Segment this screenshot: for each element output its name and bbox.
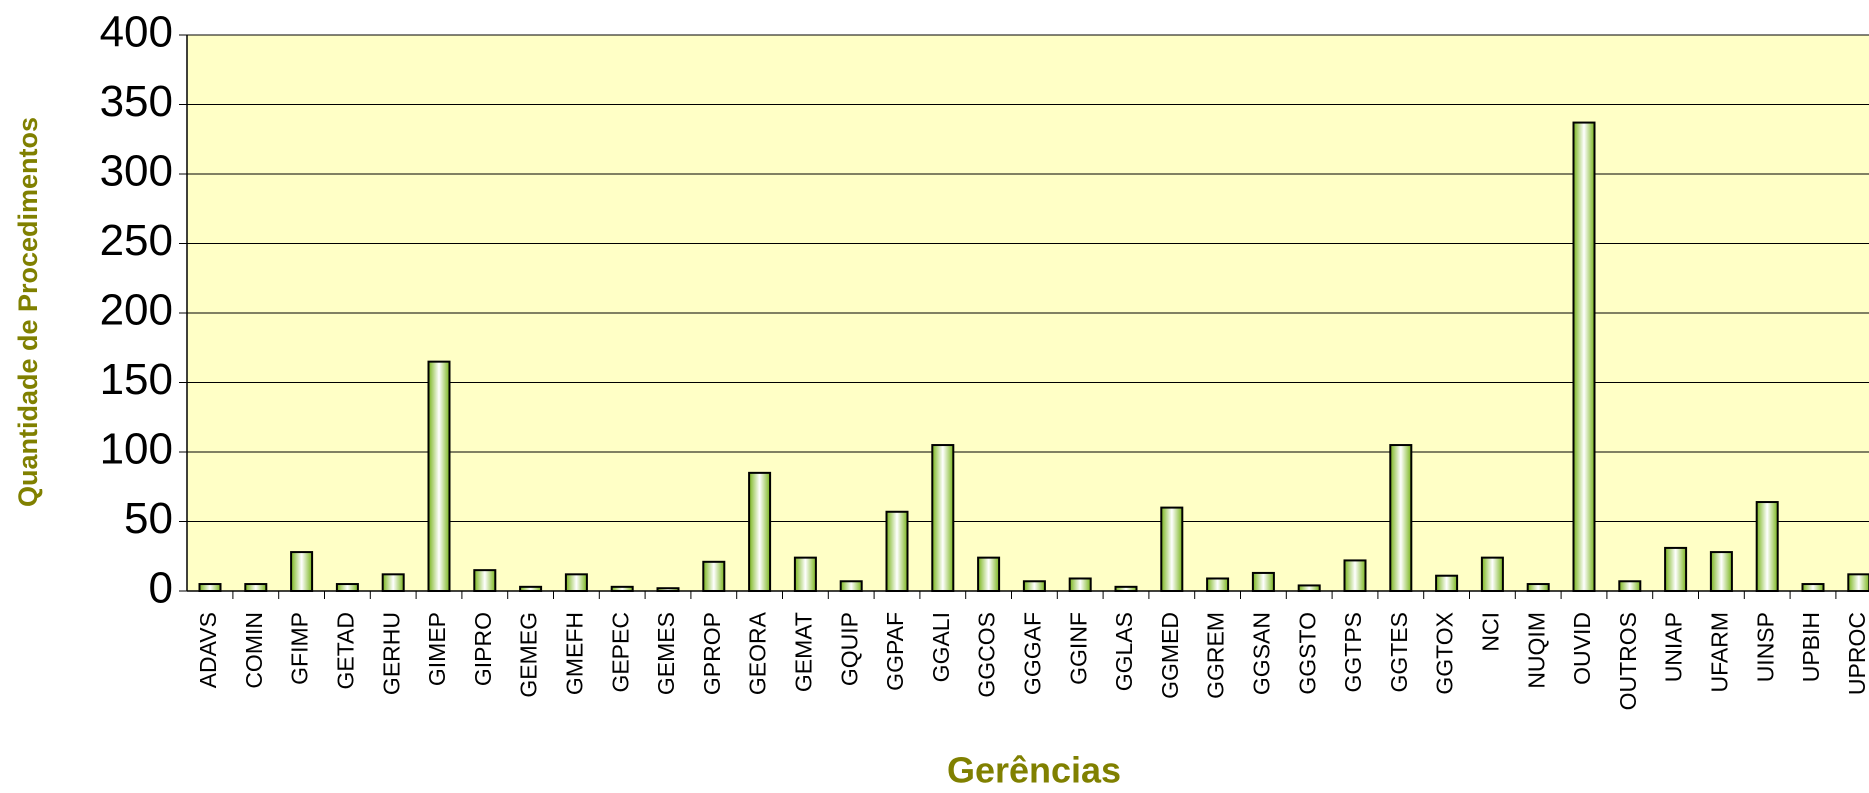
bar bbox=[1709, 551, 1733, 593]
x-tick-label: UFARM bbox=[1706, 612, 1732, 693]
bar bbox=[748, 471, 772, 593]
bar bbox=[381, 573, 405, 593]
x-tick-label: UPROC bbox=[1844, 612, 1869, 695]
bar bbox=[1251, 571, 1275, 592]
x-tick-label: GEMEG bbox=[516, 612, 542, 698]
y-tick-label: 200 bbox=[100, 286, 173, 335]
bar bbox=[1389, 444, 1413, 592]
bar bbox=[1068, 577, 1092, 592]
bar bbox=[1572, 121, 1596, 592]
y-tick-label: 400 bbox=[100, 8, 173, 57]
x-tick-label: OUTROS bbox=[1615, 612, 1641, 710]
x-tick-label: GGSAN bbox=[1248, 612, 1274, 695]
x-tick-label: GGTOX bbox=[1432, 612, 1458, 695]
x-tick-label: UNIAP bbox=[1661, 612, 1687, 682]
x-tick-label: UPBIH bbox=[1798, 612, 1824, 682]
x-tick-label: OUVID bbox=[1569, 612, 1595, 685]
x-tick-label: GGPAF bbox=[882, 612, 908, 691]
bar bbox=[564, 573, 588, 593]
bar bbox=[1664, 546, 1688, 592]
bar bbox=[885, 510, 909, 592]
bar bbox=[839, 580, 863, 593]
y-tick-label: 300 bbox=[100, 147, 173, 196]
y-tick-label: 0 bbox=[149, 564, 173, 613]
x-tick-label: GETAD bbox=[332, 612, 358, 690]
bar bbox=[1755, 501, 1779, 593]
x-tick-label: NCI bbox=[1477, 612, 1503, 652]
bar bbox=[1526, 583, 1550, 592]
x-tick-label: GGTES bbox=[1386, 612, 1412, 693]
y-tick-label: 350 bbox=[100, 77, 173, 126]
bar bbox=[1435, 574, 1459, 593]
bar bbox=[198, 583, 222, 592]
bar bbox=[335, 583, 359, 592]
bar bbox=[244, 583, 268, 592]
x-tick-label: GIPRO bbox=[470, 612, 496, 686]
x-tick-label: GGREM bbox=[1203, 612, 1229, 699]
x-tick-label: GGLAS bbox=[1111, 612, 1137, 691]
x-tick-label: GPROP bbox=[699, 612, 725, 695]
y-tick-label: 100 bbox=[100, 425, 173, 474]
bar bbox=[1297, 584, 1321, 593]
x-tick-label: GIMEP bbox=[424, 612, 450, 686]
bar bbox=[1480, 556, 1504, 593]
bar bbox=[977, 556, 1001, 593]
x-tick-label: GFIMP bbox=[287, 612, 313, 685]
x-tick-label: GGINF bbox=[1065, 612, 1091, 685]
x-tick-label: GMEFH bbox=[561, 612, 587, 695]
x-tick-label: GEMES bbox=[653, 612, 679, 695]
x-tick-label: ADAVS bbox=[195, 612, 221, 688]
y-tick-label: 50 bbox=[124, 494, 173, 543]
bar bbox=[1022, 580, 1046, 593]
x-tick-label: NUQIM bbox=[1523, 612, 1549, 689]
bar bbox=[290, 551, 314, 593]
x-tick-label: GGALI bbox=[928, 612, 954, 682]
x-tick-label: GQUIP bbox=[836, 612, 862, 686]
bar bbox=[473, 569, 497, 593]
bar bbox=[1618, 580, 1642, 593]
y-axis-title: Quantidade de Procedimentos bbox=[13, 117, 43, 507]
x-tick-label: GEMAT bbox=[790, 612, 816, 692]
x-tick-label: UINSP bbox=[1752, 612, 1778, 682]
x-tick-label: GGTPS bbox=[1340, 612, 1366, 693]
bar bbox=[702, 560, 726, 592]
bar bbox=[1801, 583, 1825, 592]
x-tick-label: GGSTO bbox=[1294, 612, 1320, 695]
x-tick-label: GGCOS bbox=[974, 612, 1000, 698]
x-tick-label: GGGAF bbox=[1019, 612, 1045, 695]
bar bbox=[931, 444, 955, 592]
x-tick-label: GERHU bbox=[378, 612, 404, 695]
bar bbox=[793, 556, 817, 593]
bar bbox=[1343, 559, 1367, 592]
y-tick-label: 150 bbox=[100, 355, 173, 404]
x-axis-title: Gerências bbox=[947, 750, 1121, 791]
x-tick-label: GGMED bbox=[1157, 612, 1183, 699]
bar bbox=[1206, 577, 1230, 592]
bar bbox=[427, 360, 451, 592]
bar bbox=[1160, 506, 1184, 593]
x-tick-label: GEORA bbox=[745, 611, 771, 695]
y-tick-label: 250 bbox=[100, 216, 173, 265]
x-tick-label: GEPEC bbox=[607, 612, 633, 693]
bar bbox=[1847, 573, 1869, 593]
x-tick-label: COMIN bbox=[241, 612, 267, 689]
